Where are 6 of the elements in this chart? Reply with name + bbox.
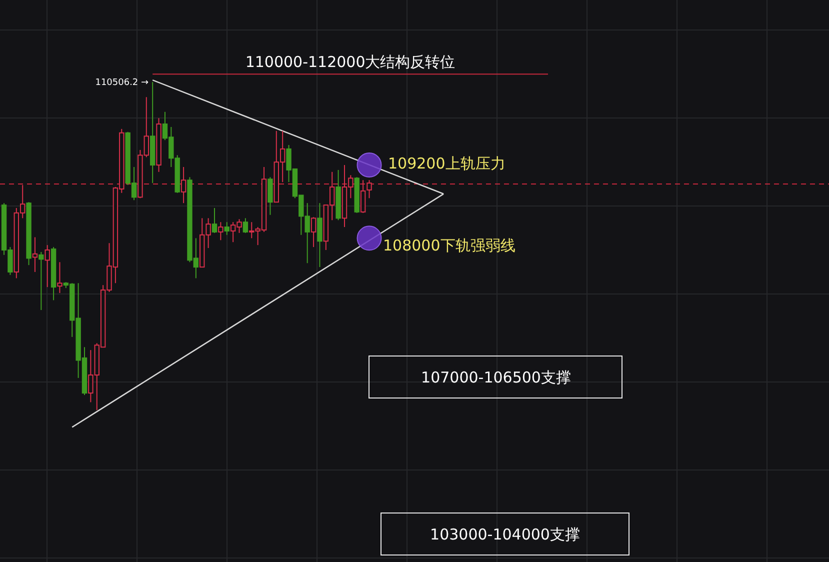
annotation: 108000下轨强弱线 — [383, 236, 516, 254]
ref-line-label: 110000-112000大结构反转位 — [245, 53, 456, 72]
annotation: 107000-106500支撑 — [421, 368, 571, 386]
annotation: 110506.2 → — [95, 78, 150, 88]
annotation: 109200上轨压力 — [388, 154, 506, 172]
text: 103000-104000支撑 — [430, 525, 580, 544]
